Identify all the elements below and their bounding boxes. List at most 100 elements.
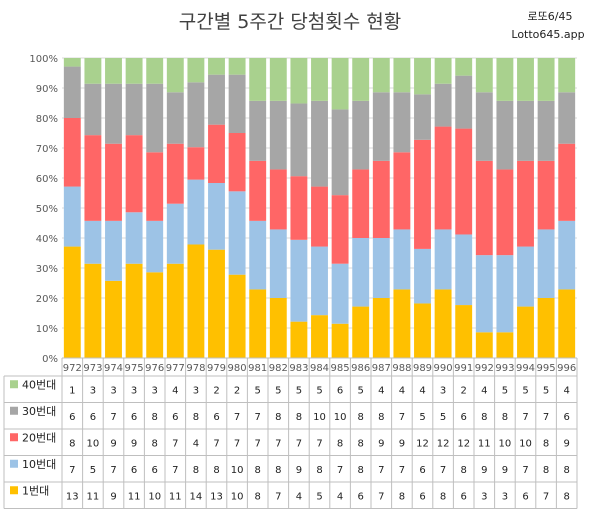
bar-segment	[84, 220, 102, 264]
table-cell: 7	[399, 412, 405, 423]
bar-segment	[105, 220, 122, 281]
bar-segment	[166, 58, 184, 93]
table-cell: 6	[131, 412, 137, 423]
x-tick-label: 996	[557, 363, 576, 374]
bar-segment	[517, 58, 534, 101]
table-cell: 5	[543, 385, 549, 396]
table-cell: 8	[481, 412, 487, 423]
bar-segment	[537, 160, 555, 230]
bar-segment	[269, 229, 287, 298]
bar-segment	[331, 323, 349, 358]
brand-name: 로또6/45	[528, 10, 573, 23]
table-cell: 2	[213, 385, 219, 396]
bar-segment	[496, 332, 514, 358]
table-cell: 9	[481, 465, 487, 476]
legend-swatch	[10, 486, 18, 495]
bar-segment	[208, 58, 225, 75]
table-cell: 7	[378, 491, 384, 502]
table-cell: 5	[522, 385, 528, 396]
bar-segment	[558, 58, 576, 93]
bar-segment	[393, 92, 411, 153]
bar-segment	[63, 118, 81, 187]
bar-segment	[352, 169, 370, 238]
bar-segment	[372, 298, 390, 358]
table-cell: 4	[296, 491, 302, 502]
bar-segment	[146, 272, 164, 358]
table-cell: 7	[337, 465, 343, 476]
bar-segment	[558, 289, 576, 358]
bar-segment	[455, 305, 473, 358]
bar-segment	[249, 220, 267, 290]
bar-segment	[228, 74, 246, 133]
bar-segment	[290, 321, 308, 358]
bar-segment	[146, 83, 164, 153]
bar-segment	[187, 58, 205, 83]
bar-segment	[434, 229, 452, 290]
bar-segment	[166, 263, 184, 358]
x-tick-label: 978	[186, 363, 205, 374]
bar-segment	[372, 238, 390, 298]
x-tick-label: 993	[495, 363, 514, 374]
bar-segment	[434, 58, 452, 84]
table-cell: 2	[234, 385, 240, 396]
x-tick-label: 984	[310, 363, 329, 374]
bar-segment	[249, 160, 267, 221]
table-cell: 7	[399, 465, 405, 476]
table-cell: 8	[69, 438, 75, 449]
bar-segment	[352, 58, 370, 101]
table-cell: 6	[461, 491, 467, 502]
bar-segment	[228, 58, 246, 75]
table-cell: 3	[481, 491, 487, 502]
bar-segment	[414, 139, 431, 249]
bar-segment	[84, 83, 102, 136]
table-cell: 6	[564, 412, 570, 423]
x-tick-label: 983	[289, 363, 308, 374]
bar-segment	[393, 229, 411, 290]
x-tick-label: 976	[145, 363, 164, 374]
table-cell: 8	[543, 465, 549, 476]
table-cell: 5	[440, 412, 446, 423]
table-cell: 7	[275, 491, 281, 502]
x-tick-label: 973	[83, 363, 102, 374]
table-cell: 8	[275, 465, 281, 476]
table-cell: 8	[440, 491, 446, 502]
bar-segment	[455, 234, 473, 306]
x-tick-label: 989	[413, 363, 432, 374]
x-tick-label: 985	[331, 363, 350, 374]
table-cell: 3	[193, 385, 199, 396]
table-cell: 8	[255, 465, 261, 476]
bar-segment	[249, 100, 267, 161]
table-cell: 5	[502, 385, 508, 396]
x-tick-label: 994	[516, 363, 535, 374]
bar-segment	[63, 186, 81, 247]
table-cell: 8	[564, 491, 570, 502]
table-cell: 6	[172, 412, 178, 423]
bar-segment	[352, 306, 370, 358]
table-cell: 8	[358, 412, 364, 423]
table-cell: 11	[128, 491, 141, 502]
table-cell: 8	[152, 438, 158, 449]
table-cell: 6	[419, 465, 425, 476]
x-tick-label: 987	[372, 363, 391, 374]
table-cell: 7	[69, 465, 75, 476]
table-cell: 6	[131, 465, 137, 476]
table-cell: 8	[255, 491, 261, 502]
bar-segment	[537, 298, 555, 358]
bar-segment	[187, 82, 205, 148]
bar-segment	[228, 274, 246, 358]
table-cell: 7	[522, 412, 528, 423]
bar-segment	[105, 143, 122, 221]
table-cell: 10	[231, 491, 244, 502]
table-cell: 14	[190, 491, 203, 502]
bar-segment	[496, 255, 514, 333]
bar-segment	[125, 83, 143, 136]
table-cell: 7	[543, 491, 549, 502]
bar-segment	[496, 169, 514, 256]
table-cell: 12	[437, 438, 450, 449]
y-tick-label: 50%	[36, 204, 58, 215]
table-cell: 6	[522, 491, 528, 502]
x-tick-label: 972	[63, 363, 82, 374]
legend-label: 1번대	[22, 484, 49, 497]
x-tick-label: 992	[475, 363, 494, 374]
